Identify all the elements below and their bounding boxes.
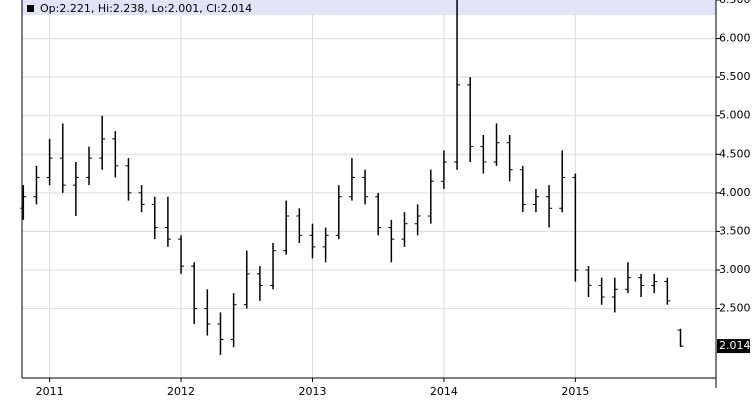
y-tick-label: 4.500: [719, 147, 751, 160]
header-text: Op:2.221, Hi:2.238, Lo:2.001, Cl:2.014: [40, 2, 252, 15]
x-tick-label: 2012: [167, 385, 195, 398]
y-tick-label: 5.500: [719, 70, 751, 83]
y-tick-label: 2.500: [719, 302, 751, 315]
header-icon: [27, 5, 34, 12]
x-tick-label: 2015: [561, 385, 589, 398]
x-tick-label: 2011: [36, 385, 64, 398]
x-tick-label: 2014: [430, 385, 458, 398]
y-tick-label: 6.000: [719, 32, 751, 45]
x-tick-label: 2013: [298, 385, 326, 398]
y-tick-label: 3.000: [719, 263, 751, 276]
last-price-box: [717, 339, 750, 354]
y-tick-label: 5.000: [719, 109, 751, 122]
y-tick-label: 3.500: [719, 224, 751, 237]
last-price-label: 2.014: [719, 339, 751, 352]
header-band: [22, 0, 716, 15]
y-tick-label: 4.000: [719, 186, 751, 199]
y-tick-label: 6.500: [719, 0, 751, 6]
